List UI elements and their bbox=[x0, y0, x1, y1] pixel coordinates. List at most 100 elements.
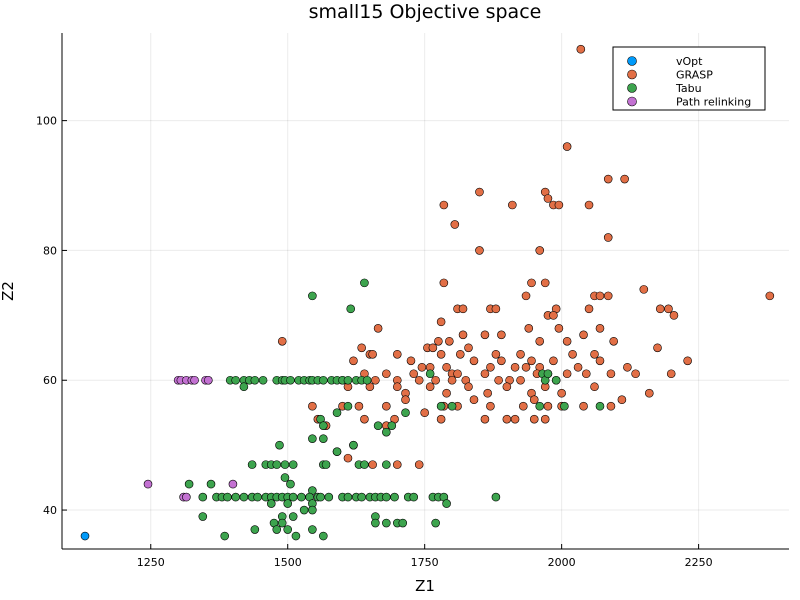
data-point bbox=[543, 194, 553, 203]
data-point bbox=[277, 337, 287, 346]
data-point bbox=[510, 362, 520, 372]
legend-label: Path relinking bbox=[676, 96, 751, 109]
data-point bbox=[480, 369, 490, 379]
data-point bbox=[584, 304, 594, 314]
data-point bbox=[458, 330, 468, 340]
data-point bbox=[360, 278, 369, 288]
data-point bbox=[486, 401, 495, 411]
data-point bbox=[231, 492, 240, 502]
data-point bbox=[373, 324, 383, 333]
data-point bbox=[368, 460, 377, 469]
y-tick-label-1: 60 bbox=[43, 374, 57, 387]
data-point bbox=[360, 414, 369, 424]
data-point bbox=[283, 525, 293, 534]
data-point bbox=[401, 408, 410, 417]
x-axis-label: Z1 bbox=[415, 577, 435, 595]
data-point bbox=[639, 285, 649, 294]
data-point bbox=[631, 369, 640, 379]
data-point bbox=[508, 200, 517, 210]
data-point bbox=[502, 414, 512, 424]
data-point bbox=[491, 492, 501, 502]
legend-label: GRASP bbox=[676, 69, 713, 82]
data-point bbox=[562, 337, 572, 346]
data-point bbox=[464, 382, 473, 392]
data-point bbox=[573, 362, 583, 372]
data-point bbox=[382, 369, 391, 379]
data-point bbox=[291, 531, 301, 541]
data-point bbox=[560, 401, 569, 411]
data-point bbox=[283, 499, 293, 508]
data-point bbox=[475, 246, 484, 255]
data-point bbox=[332, 447, 342, 456]
data-point bbox=[368, 349, 377, 359]
data-point bbox=[623, 362, 632, 372]
data-point bbox=[464, 343, 473, 353]
data-point bbox=[434, 337, 443, 346]
data-point bbox=[398, 518, 408, 528]
legend-marker bbox=[627, 96, 637, 107]
data-point bbox=[502, 382, 512, 392]
data-point bbox=[518, 401, 528, 411]
data-point bbox=[308, 291, 317, 301]
data-point bbox=[220, 531, 230, 541]
data-point bbox=[480, 330, 490, 340]
data-point bbox=[595, 291, 605, 301]
data-point bbox=[250, 525, 260, 534]
data-point bbox=[535, 246, 545, 255]
data-point bbox=[535, 401, 545, 411]
data-point bbox=[442, 499, 451, 508]
data-point bbox=[494, 375, 503, 385]
data-point bbox=[579, 330, 588, 340]
data-point bbox=[299, 505, 309, 515]
data-point bbox=[184, 479, 194, 489]
x-tick-label-1: 1500 bbox=[274, 556, 302, 569]
data-point bbox=[239, 492, 249, 502]
data-point bbox=[458, 304, 468, 314]
legend-marker bbox=[627, 69, 637, 80]
chart-title: small15 Objective space bbox=[309, 1, 542, 23]
data-point bbox=[510, 414, 520, 424]
data-point bbox=[653, 343, 662, 353]
data-point bbox=[357, 492, 366, 502]
data-point bbox=[475, 187, 484, 197]
data-point bbox=[603, 291, 613, 301]
data-point bbox=[250, 375, 260, 385]
data-point bbox=[579, 401, 588, 411]
data-point bbox=[414, 460, 424, 469]
data-point bbox=[275, 440, 284, 450]
legend-marker bbox=[627, 56, 637, 66]
data-point bbox=[453, 369, 462, 379]
data-point bbox=[392, 382, 402, 392]
data-point bbox=[439, 278, 449, 288]
data-point bbox=[343, 492, 353, 502]
data-point bbox=[486, 362, 495, 372]
data-point bbox=[562, 369, 572, 379]
data-point bbox=[436, 401, 446, 411]
data-point bbox=[206, 479, 216, 489]
data-point bbox=[664, 304, 673, 314]
data-point bbox=[401, 395, 410, 405]
data-point bbox=[425, 369, 435, 379]
data-point bbox=[436, 317, 446, 327]
data-point bbox=[669, 311, 679, 320]
data-point bbox=[516, 375, 525, 385]
data-point bbox=[297, 492, 306, 502]
data-point bbox=[343, 453, 353, 463]
data-point bbox=[469, 356, 479, 366]
data-point bbox=[606, 401, 616, 411]
data-point bbox=[445, 337, 454, 346]
data-point bbox=[543, 401, 553, 411]
data-point bbox=[382, 492, 391, 502]
data-point bbox=[349, 356, 358, 366]
data-point bbox=[392, 460, 402, 469]
data-point bbox=[606, 369, 616, 379]
data-point bbox=[447, 401, 457, 411]
data-point bbox=[469, 395, 479, 405]
legend-marker bbox=[627, 83, 637, 93]
data-point bbox=[343, 375, 353, 385]
data-point bbox=[417, 362, 427, 372]
data-point bbox=[439, 200, 449, 210]
data-point bbox=[280, 473, 290, 482]
data-point bbox=[609, 337, 618, 346]
